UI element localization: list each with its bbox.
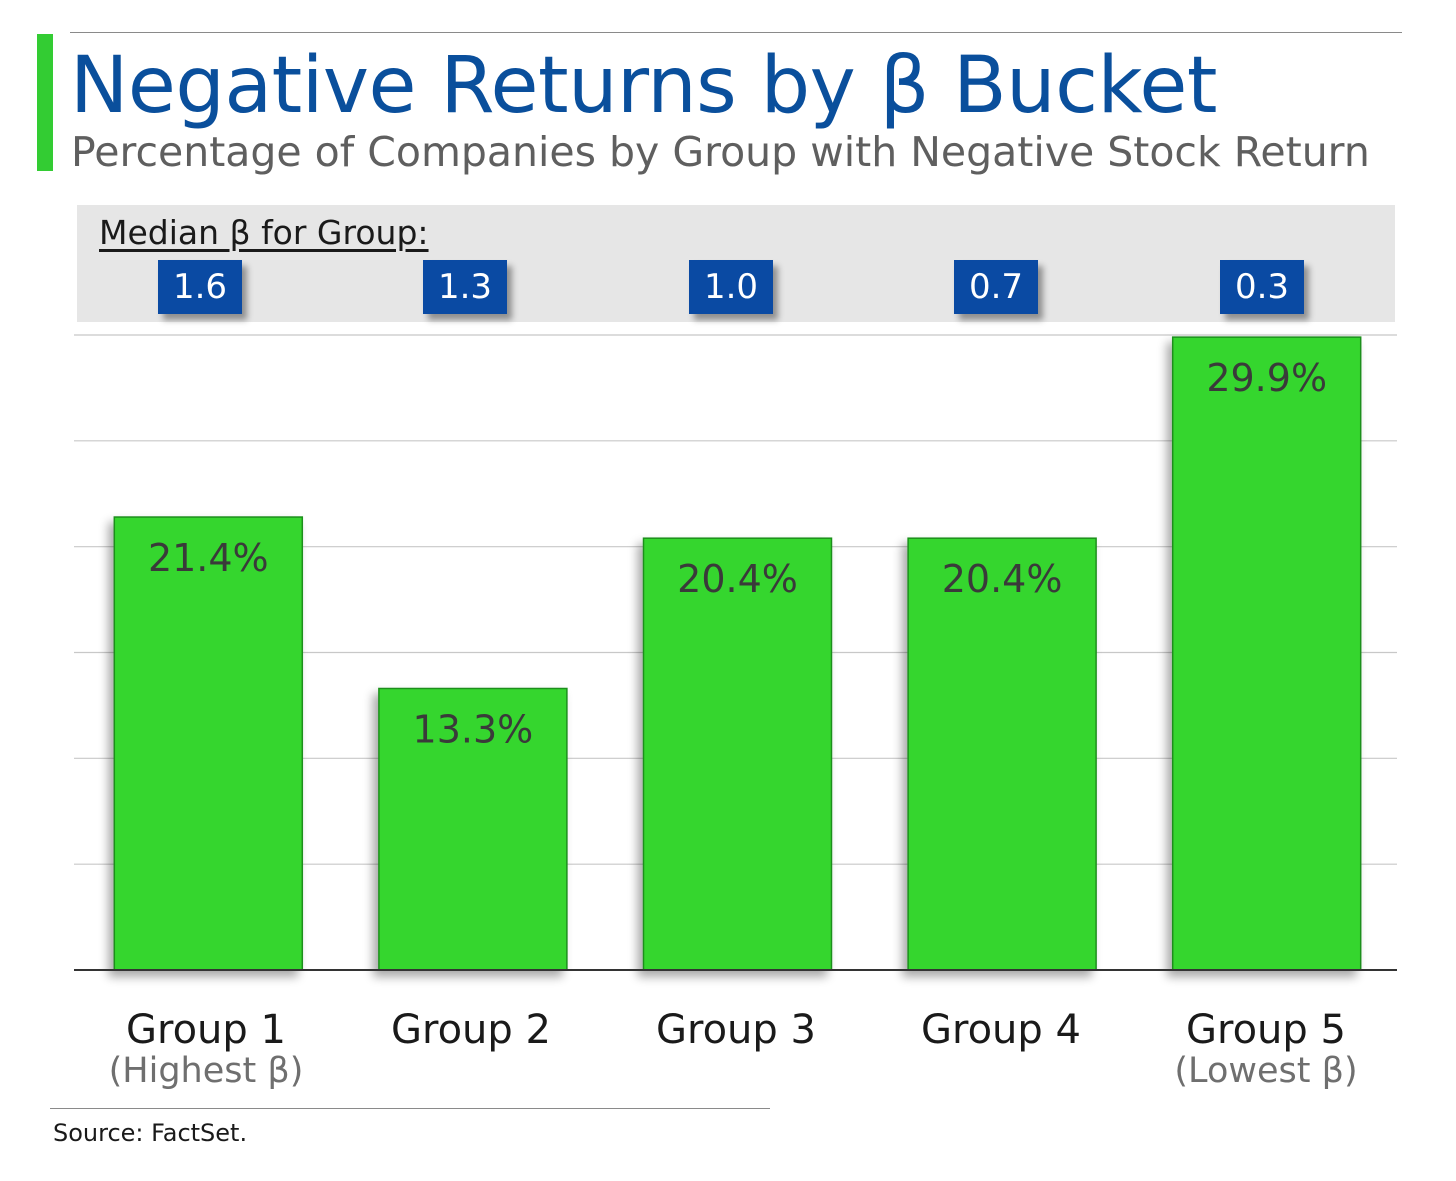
bar-group-1: [113, 516, 304, 971]
bar-group-5: [1171, 336, 1362, 971]
x-tick-label-group-3: Group 3: [656, 1007, 816, 1053]
source-rule: [50, 1108, 770, 1109]
title-accent-bar: [37, 34, 53, 171]
median-beta-badge-group-4: 0.7: [954, 260, 1038, 314]
x-tick-label-group-5: Group 5: [1186, 1007, 1346, 1053]
data-label-group-1: 21.4%: [148, 536, 269, 580]
bar-group-3: [642, 537, 833, 971]
chart-title: Negative Returns by β Bucket: [70, 41, 1217, 131]
median-beta-badge-group-3: 1.0: [689, 260, 773, 314]
median-beta-badge-group-2: 1.3: [423, 260, 507, 314]
x-tick-label-group-2: Group 2: [391, 1007, 551, 1053]
chart-subtitle: Percentage of Companies by Group with Ne…: [71, 128, 1370, 176]
x-tick-label-group-1: Group 1: [126, 1007, 286, 1053]
bar-group-4: [907, 537, 1097, 971]
source-note: Source: FactSet.: [53, 1119, 248, 1147]
x-sublabel-group-1: (Highest β): [108, 1051, 304, 1091]
median-beta-badge-group-5: 0.3: [1220, 260, 1304, 314]
x-tick-label-group-4: Group 4: [921, 1007, 1081, 1053]
data-label-group-5: 29.9%: [1206, 356, 1327, 400]
x-sublabel-group-5: (Lowest β): [1174, 1051, 1358, 1091]
data-label-group-4: 20.4%: [942, 557, 1063, 601]
median-beta-panel: Median β for Group: 1.6 1.3 1.0 0.7 0.3: [77, 205, 1395, 322]
data-label-group-2: 13.3%: [413, 707, 534, 751]
bar-group-2: [378, 687, 568, 971]
top-rule: [70, 32, 1402, 33]
median-beta-badge-group-1: 1.6: [158, 260, 242, 314]
median-beta-label: Median β for Group:: [99, 213, 429, 252]
data-label-group-3: 20.4%: [677, 557, 798, 601]
